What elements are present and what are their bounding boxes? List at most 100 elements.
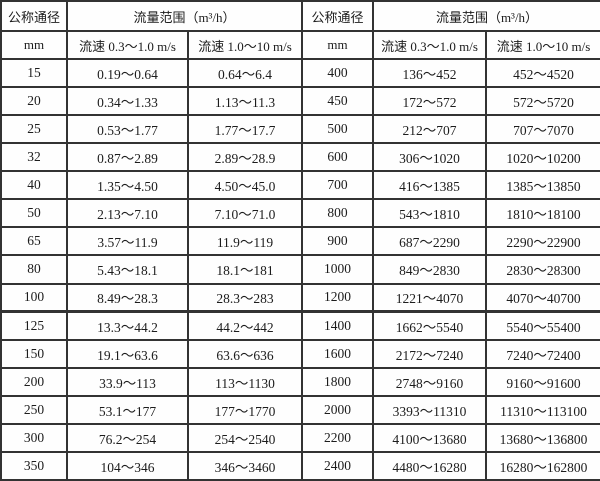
flow-low-cell: 53.1～177 (66, 394, 189, 425)
flow-low-cell: 8.49～28.3 (66, 282, 189, 313)
flow-high-cell: 1810～18100 (485, 198, 600, 229)
diameter-cell: 1600 (301, 338, 374, 369)
diameter-cell: 1800 (301, 366, 374, 397)
flow-low-cell: 687～2290 (372, 226, 487, 257)
diameter-cell: 15 (0, 57, 68, 89)
flow-high-cell: 452～4520 (485, 57, 600, 89)
table-row: 300 76.2～254 254～2540 2200 4100～13680 13680～1… (0, 422, 600, 453)
diameter-cell: 350 (0, 450, 68, 481)
diameter-cell: 40 (0, 170, 68, 201)
flow-low-cell: 4100～13680 (372, 422, 487, 453)
diameter-cell: 50 (0, 198, 68, 229)
flow-low-cell: 33.9～113 (66, 366, 189, 397)
table-body: 15 0.19～0.64 0.64～6.4 400 136～452 452～4520 20 0… (0, 57, 600, 481)
diameter-cell: 2400 (301, 450, 374, 481)
flow-high-cell: 572～5720 (485, 86, 600, 117)
flow-high-cell: 9160～91600 (485, 366, 600, 397)
flow-low-cell: 0.87～2.89 (66, 142, 189, 173)
flow-high-cell: 7.10～71.0 (187, 198, 303, 229)
flow-low-cell: 543～1810 (372, 198, 487, 229)
flow-low-cell: 1221～4070 (372, 282, 487, 313)
diameter-cell: 900 (301, 226, 374, 257)
flow-low-cell: 0.34～1.33 (66, 86, 189, 117)
table-row: 125 13.3～44.2 44.2～442 1400 1662～5540 5540～55… (0, 310, 600, 341)
diameter-cell: 20 (0, 86, 68, 117)
diameter-cell: 500 (301, 114, 374, 145)
diameter-unit-left: mm (0, 30, 68, 60)
table-row: 65 3.57～11.9 11.9～119 900 687～2290 2290～22900 (0, 226, 600, 257)
header-row-titles: 公称通径 流量范围（m³/h） 公称通径 流量范围（m³/h） (0, 0, 600, 32)
diameter-cell: 200 (0, 366, 68, 397)
flow-low-cell: 1.35～4.50 (66, 170, 189, 201)
flow-low-cell: 849～2830 (372, 254, 487, 285)
flow-high-cell: 44.2～442 (187, 310, 303, 341)
diameter-cell: 1000 (301, 254, 374, 285)
table-row: 150 19.1～63.6 63.6～636 1600 2172～7240 7240～72… (0, 338, 600, 369)
flow-high-cell: 254～2540 (187, 422, 303, 453)
flow-high-cell: 1.13～11.3 (187, 86, 303, 117)
flow-high-cell: 11.9～119 (187, 226, 303, 257)
flow-high-cell: 16280～162800 (485, 450, 600, 481)
flow-high-cell: 1.77～17.7 (187, 114, 303, 145)
flow-low-cell: 5.43～18.1 (66, 254, 189, 285)
diameter-cell: 400 (301, 57, 374, 89)
flow-high-cell: 28.3～283 (187, 282, 303, 313)
diameter-cell: 2200 (301, 422, 374, 453)
flow-high-cell: 18.1～181 (187, 254, 303, 285)
flow-low-cell: 212～707 (372, 114, 487, 145)
velocity-high-header-right: 流速 1.0～10 m/s (485, 30, 600, 60)
flow-high-cell: 63.6～636 (187, 338, 303, 369)
velocity-low-header-left: 流速 0.3～1.0 m/s (66, 30, 189, 60)
table-row: 100 8.49～28.3 28.3～283 1200 1221～4070 4070～40… (0, 282, 600, 313)
diameter-cell: 2000 (301, 394, 374, 425)
flow-high-cell: 1385～13850 (485, 170, 600, 201)
flow-low-cell: 3.57～11.9 (66, 226, 189, 257)
flow-high-cell: 2.89～28.9 (187, 142, 303, 173)
table-row: 15 0.19～0.64 0.64～6.4 400 136～452 452～4520 (0, 57, 600, 89)
flow-high-cell: 177～1770 (187, 394, 303, 425)
flow-range-header-right: 流量范围（m³/h） (372, 0, 600, 32)
table-row: 32 0.87～2.89 2.89～28.9 600 306～1020 1020～1020… (0, 142, 600, 173)
flow-high-cell: 5540～55400 (485, 310, 600, 341)
flow-low-cell: 13.3～44.2 (66, 310, 189, 341)
table-row: 250 53.1～177 177～1770 2000 3393～11310 11310～1… (0, 394, 600, 425)
diameter-header-right: 公称通径 (301, 0, 374, 32)
flow-low-cell: 2748～9160 (372, 366, 487, 397)
diameter-cell: 32 (0, 142, 68, 173)
flow-low-cell: 3393～11310 (372, 394, 487, 425)
flow-low-cell: 0.53～1.77 (66, 114, 189, 145)
velocity-high-header-left: 流速 1.0～10 m/s (187, 30, 303, 60)
flow-range-header-left: 流量范围（m³/h） (66, 0, 303, 32)
diameter-cell: 80 (0, 254, 68, 285)
flow-low-cell: 0.19～0.64 (66, 57, 189, 89)
velocity-low-header-right: 流速 0.3～1.0 m/s (372, 30, 487, 60)
flow-low-cell: 1662～5540 (372, 310, 487, 341)
diameter-cell: 1400 (301, 310, 374, 341)
flow-low-cell: 306～1020 (372, 142, 487, 173)
table-row: 200 33.9～113 113～1130 1800 2748～9160 9160～916… (0, 366, 600, 397)
table-row: 40 1.35～4.50 4.50～45.0 700 416～1385 1385～1385… (0, 170, 600, 201)
diameter-cell: 65 (0, 226, 68, 257)
table-header: 公称通径 流量范围（m³/h） 公称通径 流量范围（m³/h） mm 流速 0.… (0, 0, 600, 60)
flow-low-cell: 76.2～254 (66, 422, 189, 453)
diameter-unit-right: mm (301, 30, 374, 60)
flow-high-cell: 4.50～45.0 (187, 170, 303, 201)
flow-low-cell: 4480～16280 (372, 450, 487, 481)
flow-low-cell: 104～346 (66, 450, 189, 481)
flow-high-cell: 113～1130 (187, 366, 303, 397)
diameter-cell: 600 (301, 142, 374, 173)
table-row: 25 0.53～1.77 1.77～17.7 500 212～707 707～7070 (0, 114, 600, 145)
flow-high-cell: 1020～10200 (485, 142, 600, 173)
flow-high-cell: 13680～136800 (485, 422, 600, 453)
table-row: 50 2.13～7.10 7.10～71.0 800 543～1810 1810～1810… (0, 198, 600, 229)
diameter-cell: 800 (301, 198, 374, 229)
flow-low-cell: 416～1385 (372, 170, 487, 201)
flow-low-cell: 172～572 (372, 86, 487, 117)
diameter-cell: 125 (0, 310, 68, 341)
flow-high-cell: 4070～40700 (485, 282, 600, 313)
diameter-cell: 250 (0, 394, 68, 425)
diameter-cell: 100 (0, 282, 68, 313)
flow-high-cell: 7240～72400 (485, 338, 600, 369)
flow-high-cell: 707～7070 (485, 114, 600, 145)
table-row: 20 0.34～1.33 1.13～11.3 450 172～572 572～5720 (0, 86, 600, 117)
